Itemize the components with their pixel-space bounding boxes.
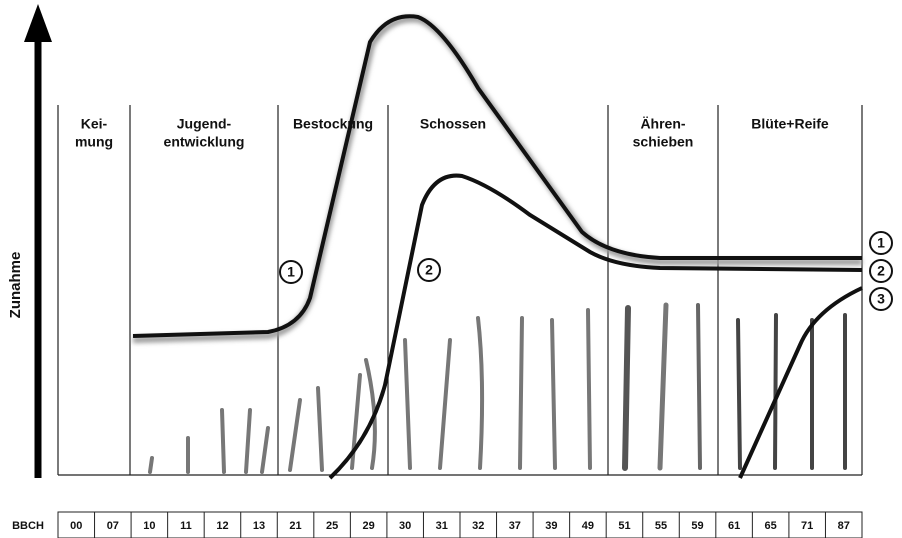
curve-marker: 1	[877, 235, 885, 251]
bbch-code: 51	[618, 520, 630, 532]
y-axis-label: Zunahme	[7, 252, 24, 319]
curve-1	[133, 16, 862, 336]
curve-marker: 1	[287, 264, 295, 280]
bbch-code: 65	[765, 520, 777, 532]
bbch-code: 32	[472, 520, 484, 532]
curve-shadows	[133, 19, 862, 340]
bbch-code: 10	[143, 520, 155, 532]
curve-marker: 2	[425, 262, 433, 278]
bbch-code: 11	[180, 520, 192, 532]
curve-marker: 3	[877, 291, 885, 307]
bbch-code: 21	[289, 520, 301, 532]
bbch-code: 49	[582, 520, 594, 532]
stage-label: Kei-	[81, 116, 108, 132]
bbch-code: 07	[107, 520, 119, 532]
bbch-code: 71	[801, 520, 813, 532]
stage-frame	[58, 105, 862, 475]
plant-illustrations	[150, 305, 845, 472]
stage-label: Jugend-	[177, 116, 232, 132]
diagram: Zunahme BBCH Kei-mung Jugend-entwicklung B…	[0, 0, 902, 538]
stage-label: mung	[75, 134, 113, 150]
bbch-code: 13	[253, 520, 265, 532]
bbch-code: 25	[326, 520, 338, 532]
bbch-code: 31	[436, 520, 448, 532]
bbch-code: 12	[216, 520, 228, 532]
bbch-code: 00	[70, 520, 82, 532]
bbch-code: 61	[728, 520, 740, 532]
stage-label: Bestockung	[293, 116, 373, 132]
bbch-code: 55	[655, 520, 667, 532]
stage-label: Ähren-	[640, 116, 685, 132]
stage-label: schieben	[633, 134, 694, 150]
bbch-code: 87	[838, 520, 850, 532]
bbch-code: 30	[399, 520, 411, 532]
bbch-code: 37	[509, 520, 521, 532]
bbch-label: BBCH	[12, 520, 44, 532]
bbch-code: 29	[363, 520, 375, 532]
curve-marker: 2	[877, 263, 885, 279]
stage-label: Blüte+Reife	[751, 116, 829, 132]
bbch-code: 59	[691, 520, 703, 532]
stage-label: Schossen	[420, 116, 486, 132]
stage-label: entwicklung	[164, 134, 245, 150]
arrow-head	[24, 4, 52, 42]
bbch-code: 39	[545, 520, 557, 532]
